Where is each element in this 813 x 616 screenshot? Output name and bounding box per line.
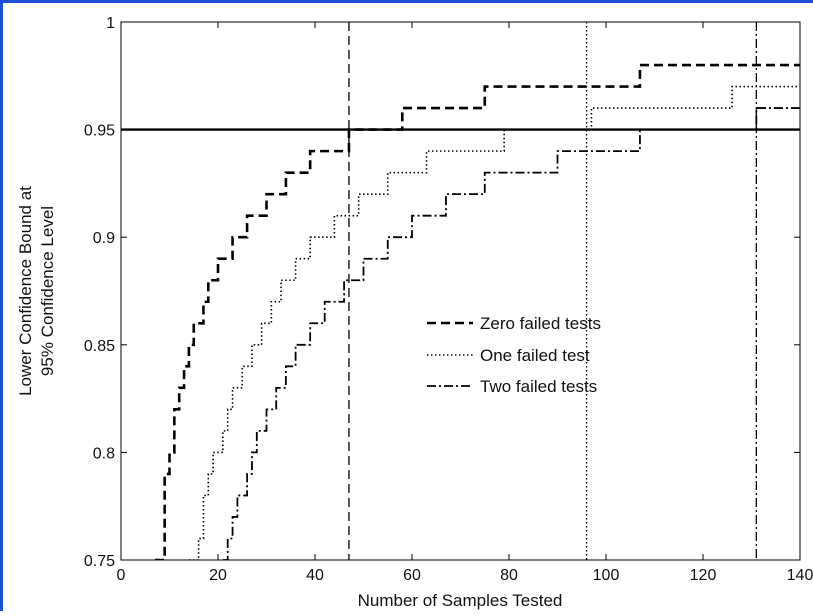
legend-label-one-failed: One failed test — [480, 346, 590, 365]
x-tick-label: 120 — [690, 567, 717, 584]
confidence-bound-chart: 0 20 40 60 80 100 120 140 0.75 0.8 0.85 0.9 0.95 1 Nu… — [16, 15, 813, 610]
x-tick-label: 60 — [403, 567, 421, 584]
x-tick-label: 40 — [306, 567, 324, 584]
series-line-one-failed-test — [188, 85, 800, 560]
y-axis-label-line-2: 95% Confidence Level — [38, 206, 57, 376]
plot-area — [120, 21, 801, 561]
x-tick-label: 20 — [209, 567, 227, 584]
series-line-zero-failed-tests — [154, 63, 800, 560]
x-tick-label: 80 — [500, 567, 518, 584]
y-tick-label: 0.85 — [84, 338, 115, 355]
y-tick-label: 1 — [106, 15, 115, 32]
y-tick-label: 0.8 — [93, 445, 115, 462]
legend-label-zero-failed: Zero failed tests — [480, 314, 601, 333]
x-tick-label: 0 — [117, 567, 126, 584]
x-axis-label: Number of Samples Tested — [358, 591, 563, 610]
legend: Zero failed tests One failed test Two fa… — [427, 314, 601, 396]
legend-label-two-failed: Two failed tests — [480, 377, 597, 396]
y-axis-label-line-1: Lower Confidence Bound at — [16, 186, 35, 396]
y-tick-label: 0.9 — [93, 230, 115, 247]
x-tick-label: 140 — [787, 567, 813, 584]
x-tick-label: 100 — [593, 567, 620, 584]
series-line-two-failed-tests — [222, 107, 800, 560]
y-tick-label: 0.95 — [84, 123, 115, 140]
y-tick-label: 0.75 — [84, 553, 115, 570]
